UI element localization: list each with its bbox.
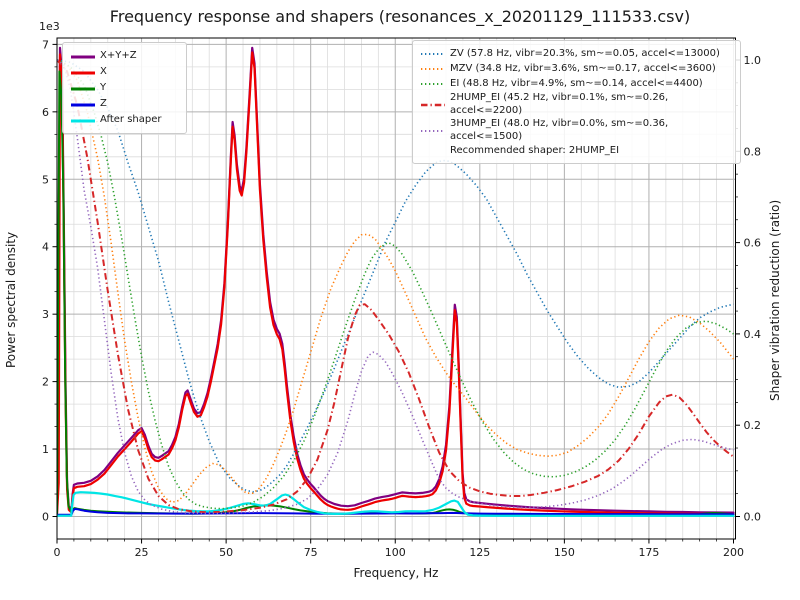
legend-label: Z <box>100 98 107 110</box>
legend-item-z: Z <box>70 97 178 112</box>
axis-ticks: 0 25 50 75 100 125 150 175 200 0 1 2 3 4 5 6 7 0.0 0.2 0.4 0… <box>42 38 761 559</box>
series-group <box>57 46 735 517</box>
y-left-tick-label: 4 <box>42 241 49 254</box>
legend-label: EI (48.8 Hz, vibr=4.9%, sm~=0.14, accel<… <box>450 77 703 89</box>
legend-item-mzv: MZV (34.8 Hz, vibr=3.6%, sm~=0.17, accel… <box>420 62 732 76</box>
legend-recommended-shaper: Recommended shaper: 2HUMP_EI <box>420 144 732 158</box>
legend-label: X+Y+Z <box>100 50 137 62</box>
legend-item-ei: EI (48.8 Hz, vibr=4.9%, sm~=0.14, accel<… <box>420 77 732 91</box>
x-tick-label: 175 <box>638 546 659 559</box>
legend-swatch <box>70 102 100 108</box>
x-axis-label: Frequency, Hz <box>353 566 439 580</box>
y-left-tick-label: 0 <box>42 511 49 524</box>
x-tick-label: 0 <box>54 546 61 559</box>
x-tick-label: 75 <box>304 546 318 559</box>
y-axis-label-left: Power spectral density <box>4 231 18 369</box>
legend-swatch-line <box>421 83 445 85</box>
y-right-tick-label: 0.2 <box>744 419 762 432</box>
legend-swatch-line <box>421 53 445 55</box>
y-axis-offset-label: 1e3 <box>39 20 60 33</box>
legend-swatch <box>70 118 100 124</box>
legend-item-x: X <box>70 65 178 80</box>
legend-item-sum: X+Y+Z <box>70 49 178 64</box>
series-after_shaper <box>57 491 735 517</box>
legend-item-after: After shaper <box>70 113 178 128</box>
legend-swatch-line <box>71 55 95 58</box>
x-tick-label: 150 <box>554 546 575 559</box>
legend-swatch-line <box>421 103 445 106</box>
legend-swatch <box>420 81 450 87</box>
legend-swatch <box>420 128 450 134</box>
legend-swatch <box>70 54 100 60</box>
series-hump2_ei <box>57 59 735 514</box>
legend-item-zv: ZV (57.8 Hz, vibr=20.3%, sm~=0.05, accel… <box>420 47 732 61</box>
legend-swatch <box>70 70 100 76</box>
series-mzv <box>57 59 735 504</box>
y-left-tick-label: 1 <box>42 443 49 456</box>
recommended-shaper-text: Recommended shaper: 2HUMP_EI <box>450 144 620 156</box>
x-tick-label: 25 <box>135 546 149 559</box>
legend-swatch-line <box>71 103 95 106</box>
y-right-tick-label: 0.0 <box>744 511 762 524</box>
y-left-tick-label: 3 <box>42 308 49 321</box>
legend-label: MZV (34.8 Hz, vibr=3.6%, sm~=0.17, accel… <box>450 62 716 74</box>
legend-shapers: ZV (57.8 Hz, vibr=20.3%, sm~=0.05, accel… <box>412 40 741 164</box>
legend-item-y: Y <box>70 81 178 96</box>
series-zv <box>57 59 734 493</box>
y-left-tick-label: 5 <box>42 173 49 186</box>
x-tick-label: 200 <box>723 546 744 559</box>
y-left-tick-label: 7 <box>42 38 49 51</box>
legend-item-3hump: 3HUMP_EI (48.0 Hz, vibr=0.0%, sm~=0.36, … <box>420 118 732 143</box>
legend-psd: X+Y+Z X Y Z After shaper <box>62 42 187 134</box>
legend-swatch-line <box>421 129 445 132</box>
y-axis-label-right: Shaper vibration reduction (ratio) <box>768 199 782 401</box>
legend-label: 2HUMP_EI (45.2 Hz, vibr=0.1%, sm~=0.26, … <box>450 92 669 116</box>
legend-label: Y <box>100 82 107 94</box>
legend-label: X <box>100 66 107 78</box>
legend-label: After shaper <box>100 114 162 126</box>
legend-swatch <box>420 66 450 72</box>
legend-swatch <box>420 51 450 57</box>
y-left-tick-label: 2 <box>42 376 49 389</box>
y-right-tick-label: 0.4 <box>744 328 762 341</box>
series-psd_z <box>57 507 735 516</box>
legend-swatch-line <box>71 71 95 74</box>
y-right-tick-label: 0.8 <box>744 145 762 158</box>
legend-item-2hump: 2HUMP_EI (45.2 Hz, vibr=0.1%, sm~=0.26, … <box>420 92 732 117</box>
x-tick-label: 125 <box>469 546 490 559</box>
chart-title: Frequency response and shapers (resonanc… <box>109 7 691 26</box>
x-tick-label: 100 <box>385 546 406 559</box>
legend-swatch <box>70 86 100 92</box>
legend-label: ZV (57.8 Hz, vibr=20.3%, sm~=0.05, accel… <box>450 47 720 59</box>
series-psd_x <box>57 51 735 516</box>
y-left-tick-label: 6 <box>42 106 49 119</box>
legend-label: 3HUMP_EI (48.0 Hz, vibr=0.0%, sm~=0.36, … <box>450 118 669 142</box>
y-right-tick-label: 1.0 <box>744 54 762 67</box>
legend-swatch-line <box>421 68 445 70</box>
legend-swatch-line <box>71 87 95 90</box>
legend-swatch-line <box>71 119 95 122</box>
x-tick-label: 50 <box>219 546 233 559</box>
y-right-tick-label: 0.6 <box>744 237 762 250</box>
legend-swatch <box>420 102 450 108</box>
